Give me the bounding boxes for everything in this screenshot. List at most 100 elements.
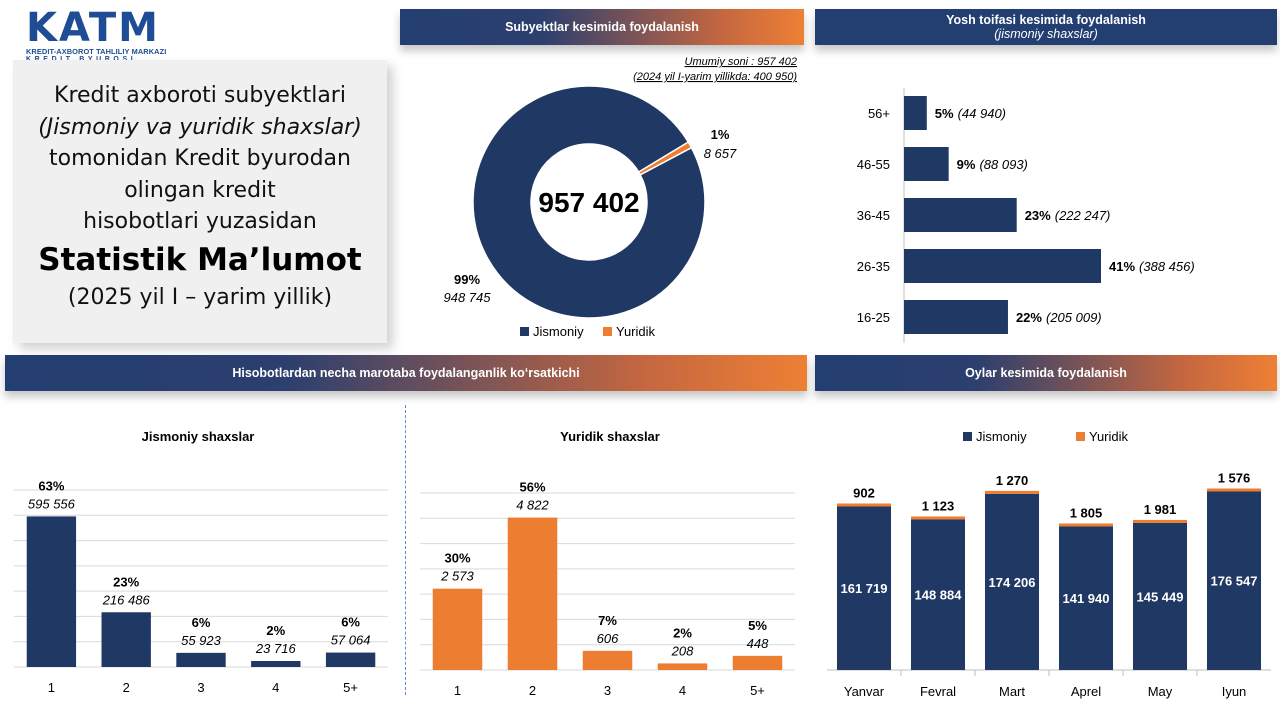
months-tick-label: Mart: [999, 684, 1025, 699]
age-data-label: 41% (388 456): [1109, 259, 1195, 274]
yuridik_freq-pct-label: 2%: [673, 625, 692, 640]
header-age-label: Yosh toifasi kesimida foydalanish: [946, 13, 1146, 27]
age-data-label: 22% (205 009): [1016, 310, 1102, 325]
months-yuridik-label: 1 270: [996, 473, 1029, 488]
title-line-1: Kredit axboroti subyektlari: [54, 83, 346, 108]
panel-separator: [405, 405, 406, 695]
title-line-3: tomonidan Kredit byurodan: [49, 146, 351, 171]
jismoniy_freq-tick-label: 1: [48, 680, 55, 695]
months-yuridik-label: 902: [853, 485, 875, 500]
jismoniy_freq-bar-3: [176, 652, 226, 667]
jismoniy_freq-value-label: 216 486: [102, 592, 151, 607]
months-bar-yuridik-fevral: [910, 516, 966, 520]
header-months: Oylar kesimida foydalanish: [815, 355, 1277, 391]
jismoniy_freq-title: Jismoniy shaxslar: [142, 429, 255, 444]
logo-subtitle-2: KREDIT BYUROSI: [26, 56, 161, 64]
jismoniy_freq-pct-label: 6%: [341, 615, 360, 630]
jismoniy_freq-pct-label: 2%: [266, 623, 285, 638]
yuridik_freq-tick-label: 2: [529, 683, 536, 698]
jismoniy_freq-pct-label: 23%: [113, 574, 139, 589]
yuridik_freq-bar-3: [582, 650, 633, 670]
yuridik_freq-tick-label: 3: [604, 683, 611, 698]
age-tick-label: 26-35: [857, 259, 890, 274]
age-tick-label: 36-45: [857, 208, 890, 223]
age-data-label: 5% (44 940): [935, 106, 1006, 121]
age-bar-56+: [904, 96, 927, 130]
months-bar-yuridik-iyun: [1206, 488, 1262, 492]
logo-subtitle: KREDIT-AXBOROT TAHLILIY MARKAZI: [26, 47, 167, 56]
months-yuridik-label: 1 576: [1218, 470, 1251, 485]
donut-legend-label-jismoniy: Jismoniy: [533, 324, 584, 339]
months-jismoniy-label: 145 449: [1137, 589, 1184, 604]
header-subjects-label: Subyektlar kesimida foydalanish: [505, 20, 699, 34]
header-months-label: Oylar kesimida foydalanish: [965, 366, 1127, 380]
header-age-sublabel: (jismoniy shaxslar): [994, 27, 1098, 41]
months-tick-label: May: [1148, 684, 1173, 699]
jismoniy_freq-value-label: 55 923: [181, 633, 222, 648]
age-value-label: (388 456): [1139, 259, 1195, 274]
months-bar-yuridik-yanvar: [836, 503, 892, 507]
age-pct-label: 5%: [935, 106, 954, 121]
yuridik_freq-bar-1: [432, 588, 483, 670]
age-value-label: (44 940): [958, 106, 1006, 121]
age-tick-label: 56+: [868, 106, 890, 121]
jismoniy_freq-value-label: 23 716: [255, 641, 297, 656]
age-bar-46-55: [904, 147, 949, 181]
months-tick-label: Fevral: [920, 684, 956, 699]
yuridik_freq-value-label: 606: [597, 631, 619, 646]
age-data-label: 9% (88 093): [957, 157, 1028, 172]
jismoniy_freq-pct-label: 6%: [192, 615, 211, 630]
katm-logo: KATM KREDIT-AXBOROT TAHLILIY MARKAZI KRE…: [26, 5, 167, 64]
jismoniy_freq-bar-1: [26, 516, 77, 667]
age-pct-label: 41%: [1109, 259, 1135, 274]
months-tick-label: Yanvar: [844, 684, 885, 699]
age-bar-chart: 56+ 5% (44 940) 46-55 9% (88 093) 36-45 23% (222…: [857, 88, 1195, 343]
yuridik_freq-title: Yuridik shaxslar: [560, 429, 660, 444]
age-bar-26-35: [904, 249, 1101, 283]
yuridik_freq-pct-label: 30%: [444, 551, 470, 566]
jismoniy_freq-tick-label: 3: [197, 680, 204, 695]
months-stacked-chart: Jismoniy Yuridik 161 719 902 Yanvar 148 884 1 …: [827, 429, 1271, 699]
title-main: Statistik Ma’lumot: [38, 241, 362, 278]
yuridik_freq-pct-label: 7%: [598, 613, 617, 628]
months-legend-label-yuridik: Yuridik: [1089, 429, 1129, 444]
yuridik_freq-value-label: 208: [671, 643, 694, 658]
donut-center-value: 957 402: [538, 187, 639, 218]
months-yuridik-label: 1 981: [1144, 502, 1177, 517]
title-period: (2025 yil I – yarim yillik): [67, 284, 333, 310]
yuridik_freq-tick-label: 1: [454, 683, 461, 698]
header-frequency-label: Hisobotlardan necha marotaba foydalangan…: [232, 366, 580, 380]
months-legend-label-jismoniy: Jismoniy: [976, 429, 1027, 444]
yuridik_freq-value-label: 2 573: [440, 569, 474, 584]
months-bar-jismoniy-yanvar: [836, 506, 892, 670]
months-jismoniy-label: 161 719: [841, 581, 888, 596]
yuridik_freq-pct-label: 56%: [519, 480, 545, 495]
jismoniy_freq-bar-5+: [325, 652, 376, 667]
yuridik_freq-bar-2: [507, 517, 558, 670]
yuridik_freq-tick-label: 5+: [750, 683, 765, 698]
title-line-5: hisobotlari yuzasidan: [83, 209, 317, 234]
yuridik-frequency-chart: Yuridik shaxslar 30% 2 573 1 56% 4 822 2 7% 606 3…: [420, 429, 795, 698]
jismoniy_freq-bar-2: [101, 612, 151, 667]
yuridik_freq-value-label: 4 822: [516, 498, 549, 513]
donut-legend-label-yuridik: Yuridik: [616, 324, 656, 339]
yuridik_freq-pct-label: 5%: [748, 618, 767, 633]
yuridik_freq-bar-4: [657, 663, 708, 670]
donut-value-jismoniy: 948 745: [444, 290, 492, 305]
months-yuridik-label: 1 805: [1070, 505, 1103, 520]
donut-pct-jismoniy: 99%: [454, 272, 480, 287]
donut-prev-label: (2024 yil I-yarim yillikda: 400 950): [633, 71, 797, 83]
months-bar-jismoniy-may: [1132, 522, 1188, 670]
jismoniy_freq-value-label: 595 556: [28, 496, 76, 511]
age-value-label: (205 009): [1046, 310, 1102, 325]
yuridik_freq-value-label: 448: [747, 636, 769, 651]
months-yuridik-label: 1 123: [922, 498, 955, 513]
months-bar-yuridik-may: [1132, 519, 1188, 523]
donut-total-label: Umumiy soni : 957 402: [685, 56, 798, 68]
age-tick-label: 16-25: [857, 310, 890, 325]
logo-wordmark: KATM: [26, 5, 160, 51]
jismoniy_freq-value-label: 57 064: [331, 633, 371, 648]
months-tick-label: Iyun: [1222, 684, 1247, 699]
donut-value-yuridik: 8 657: [704, 146, 737, 161]
